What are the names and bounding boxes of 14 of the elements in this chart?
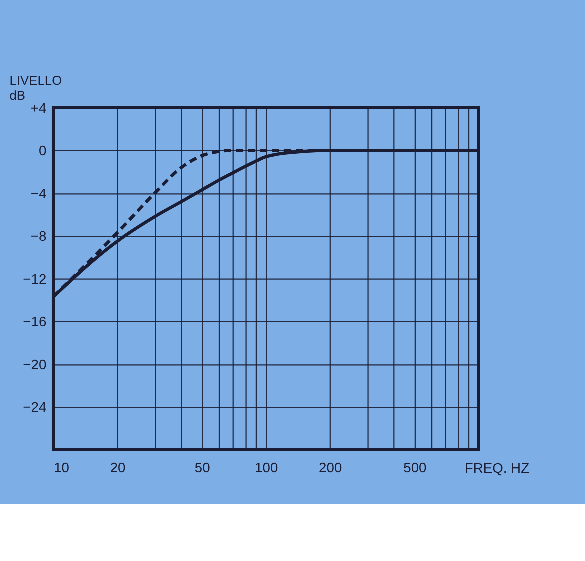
x-tick-label: 100 <box>255 459 278 476</box>
y-tick-label: −16 <box>23 314 47 330</box>
x-tick-label: 200 <box>319 459 342 476</box>
y-tick-label: −24 <box>23 399 47 416</box>
y-tick-label: 0 <box>38 142 47 159</box>
x-axis-title: FREQ. HZ <box>464 460 530 476</box>
y-tick-label: −20 <box>23 356 47 372</box>
y-tick-label: −12 <box>23 270 47 287</box>
x-tick-label: 500 <box>404 459 428 476</box>
x-tick-label: 50 <box>194 459 211 476</box>
y-tick-label: −8 <box>30 228 47 244</box>
x-tick-label: 20 <box>110 459 126 476</box>
y-tick-label: −4 <box>30 185 47 202</box>
x-tick-label: 10 <box>54 459 70 476</box>
